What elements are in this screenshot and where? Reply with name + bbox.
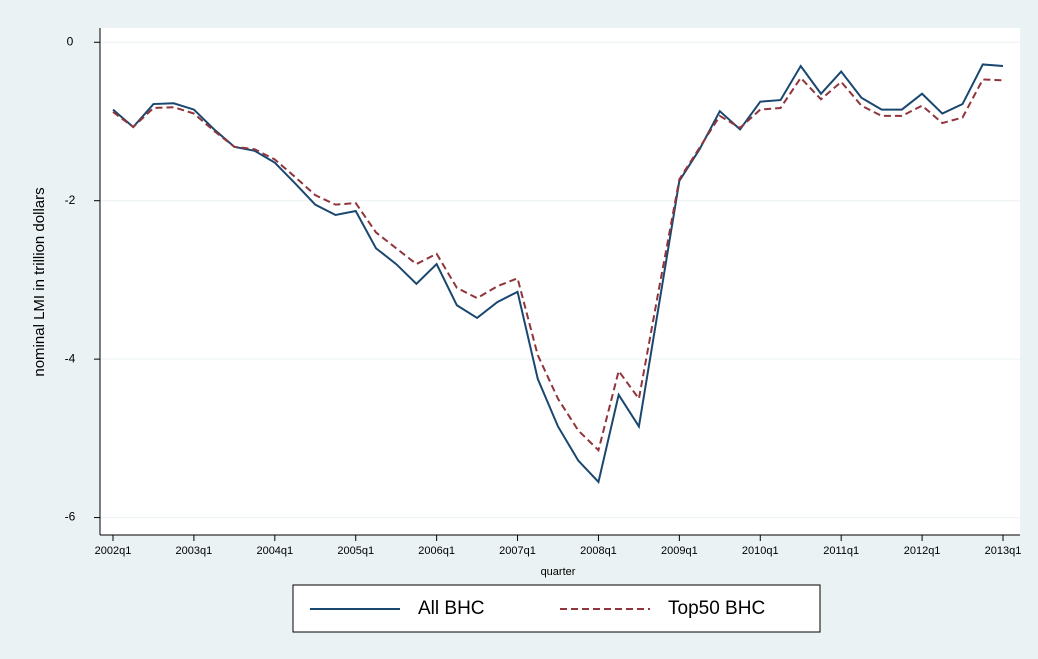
x-tick-label: 2003q1 [176, 545, 213, 557]
x-tick-label: 2006q1 [418, 545, 455, 557]
x-tick-label: 2007q1 [499, 545, 536, 557]
y-tick-label: -6 [65, 510, 76, 524]
x-tick-label: 2010q1 [742, 545, 779, 557]
x-tick-label: 2009q1 [661, 545, 698, 557]
x-tick-label: 2005q1 [337, 545, 374, 557]
y-tick-label: -4 [65, 351, 76, 365]
x-tick-label: 2002q1 [95, 545, 132, 557]
x-tick-label: 2008q1 [580, 545, 617, 557]
x-tick-label: 2011q1 [823, 545, 859, 557]
legend-label: All BHC [418, 598, 485, 619]
series-line [112, 63, 1004, 484]
series-line [112, 76, 1004, 453]
x-tick-label: 2012q1 [904, 545, 941, 557]
x-axis-label: quarter [541, 566, 576, 578]
y-axis-label: nominal LMI in trillion dollars [31, 187, 48, 376]
legend-label: Top50 BHC [668, 598, 765, 619]
x-tick-label: 2004q1 [256, 545, 293, 557]
plot-area [100, 28, 1020, 535]
x-tick-label: 2013q1 [985, 545, 1022, 557]
y-tick-label: -2 [65, 193, 76, 207]
y-tick-label: 0 [67, 34, 74, 48]
